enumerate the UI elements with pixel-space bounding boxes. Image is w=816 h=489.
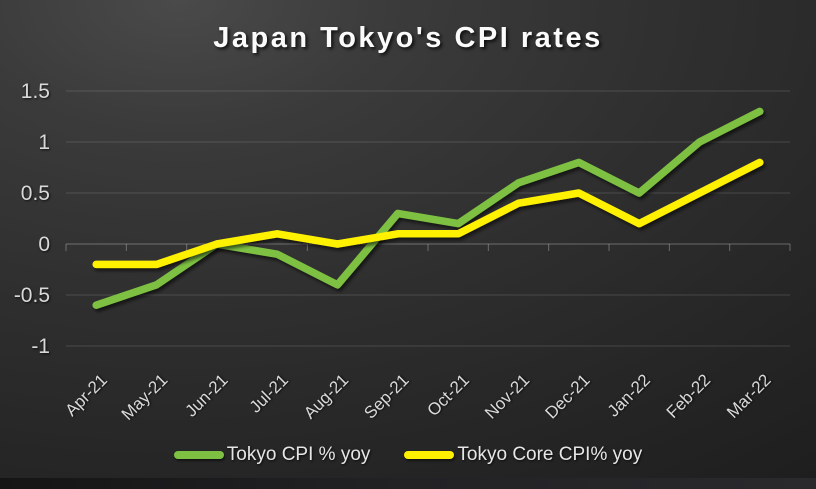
- x-axis-label: Jan-22: [604, 370, 654, 420]
- x-axis-label: Apr-21: [61, 370, 111, 420]
- x-axis-label: May-21: [118, 370, 172, 424]
- y-axis-label: -0.5: [14, 284, 50, 307]
- y-axis-label: 1.5: [21, 80, 50, 103]
- x-axis-label: Feb-22: [663, 370, 715, 422]
- legend-label-tokyo-core-cpi: Tokyo Core CPI% yoy: [457, 444, 643, 465]
- series-line-tokyo-core-cpi-yoy: [92, 158, 764, 269]
- x-axis-label: Mar-22: [723, 370, 775, 422]
- x-axis-label: Sep-21: [360, 370, 412, 422]
- x-axis-label: Oct-21: [423, 370, 473, 420]
- legend-item-tokyo-core-cpi: Tokyo Core CPI% yoy: [404, 444, 642, 466]
- y-axis-label: 0.5: [21, 182, 50, 205]
- legend-marker-tokyo-cpi: [173, 451, 224, 459]
- x-axis-label: Nov-21: [481, 370, 533, 422]
- y-axis-label: -1: [31, 335, 50, 358]
- x-axis-label: Dec-21: [541, 370, 593, 422]
- x-axis-label: Jul-21: [246, 370, 292, 416]
- legend-item-tokyo-cpi: Tokyo CPI % yoy: [173, 444, 371, 466]
- y-axis-label: 1: [38, 131, 50, 154]
- chart-title: Japan Tokyo's CPI rates: [213, 22, 603, 54]
- legend-label-tokyo-cpi: Tokyo CPI % yoy: [226, 444, 371, 465]
- bottom-strip: [0, 478, 816, 489]
- x-axis-label: Jun-21: [181, 370, 231, 420]
- series-line-tokyo-cpi-yoy: [92, 107, 764, 309]
- y-axis-label: 0: [38, 233, 50, 256]
- legend-marker-tokyo-core-cpi: [404, 451, 455, 459]
- x-axis-label: Aug-21: [300, 370, 352, 422]
- legend: Tokyo CPI % yoy Tokyo Core CPI% yoy: [0, 444, 816, 466]
